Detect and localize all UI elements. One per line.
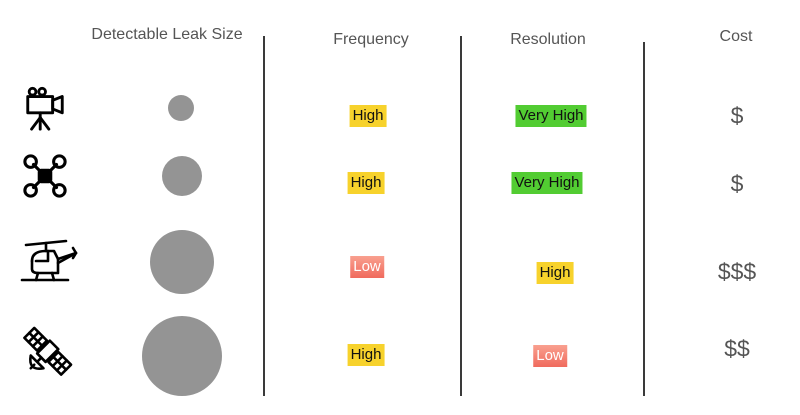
header-frequency: Frequency bbox=[333, 31, 409, 48]
column-divider bbox=[263, 36, 265, 396]
cost-value: $ bbox=[730, 102, 744, 129]
leak-size-circle bbox=[142, 316, 222, 396]
leak-size-circle bbox=[162, 156, 202, 196]
resolution-badge: High bbox=[536, 262, 574, 284]
cost-value: $$$ bbox=[717, 258, 757, 285]
frequency-badge: High bbox=[349, 105, 387, 127]
column-divider bbox=[460, 36, 462, 396]
frequency-badge: High bbox=[347, 172, 385, 194]
resolution-badge: Very High bbox=[515, 105, 587, 127]
leak-size-circle bbox=[168, 95, 194, 121]
header-cost: Cost bbox=[719, 28, 753, 45]
header-leak-size: Detectable Leak Size bbox=[91, 26, 243, 43]
column-divider bbox=[643, 42, 645, 396]
resolution-badge: Low bbox=[533, 345, 567, 367]
drone-icon bbox=[22, 153, 68, 199]
cost-value: $$ bbox=[724, 335, 750, 362]
header-resolution: Resolution bbox=[510, 31, 586, 48]
frequency-badge: Low bbox=[350, 256, 384, 278]
resolution-badge: Very High bbox=[511, 172, 583, 194]
camera-tripod-icon bbox=[22, 85, 68, 131]
satellite-icon bbox=[20, 325, 74, 379]
frequency-badge: High bbox=[347, 344, 385, 366]
leak-size-circle bbox=[150, 230, 214, 294]
cost-value: $ bbox=[730, 170, 744, 197]
helicopter-icon bbox=[18, 239, 78, 285]
